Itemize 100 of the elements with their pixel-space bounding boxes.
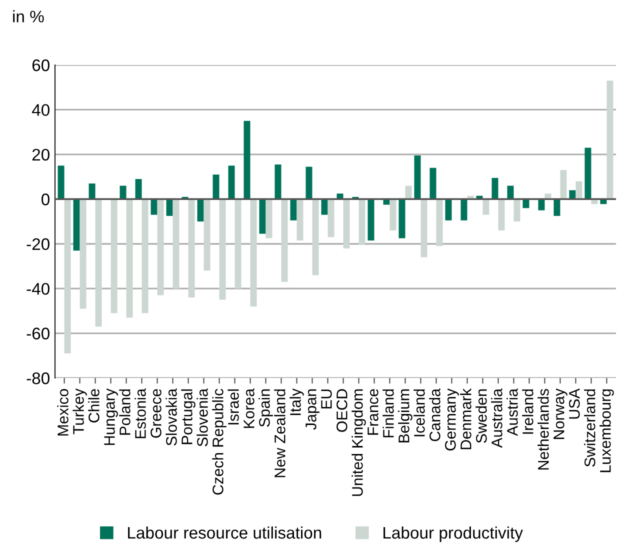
y-tick-label: 0 bbox=[42, 194, 50, 206]
x-tick-label: Mexico bbox=[57, 389, 68, 436]
bar bbox=[212, 174, 220, 200]
bar bbox=[358, 199, 366, 245]
x-tick-label: France bbox=[368, 389, 378, 435]
bar bbox=[244, 120, 250, 200]
x-tick-label: Austria bbox=[506, 388, 518, 436]
x-tick-label: Netherlands bbox=[538, 388, 549, 470]
x-tick-label: Sweden bbox=[476, 389, 487, 443]
bar bbox=[228, 166, 235, 200]
y-tick-label: 60 bbox=[32, 59, 50, 72]
x-tick-label: Estonia bbox=[134, 388, 146, 438]
x-tick-label: Poland bbox=[119, 389, 130, 435]
bar bbox=[390, 199, 396, 230]
bar bbox=[445, 199, 452, 220]
bar bbox=[166, 199, 173, 216]
x-tick-label: Greece bbox=[150, 389, 162, 438]
bar bbox=[135, 179, 142, 200]
x-tick-label: Iceland bbox=[414, 389, 425, 436]
bar bbox=[343, 199, 350, 248]
x-tick-label: Luxembourg bbox=[600, 389, 614, 472]
bar bbox=[507, 186, 514, 200]
bar bbox=[584, 148, 592, 200]
y-tick-label: -60 bbox=[26, 328, 50, 340]
x-tick-label: Belgium bbox=[398, 389, 412, 442]
legend-label: Labour productivity bbox=[384, 526, 523, 542]
bar bbox=[266, 199, 272, 238]
y-tick-label: -40 bbox=[26, 282, 50, 295]
x-tick-label: EU bbox=[321, 390, 332, 408]
x-tick-label: Australia bbox=[491, 388, 502, 448]
bar bbox=[219, 199, 226, 300]
x-tick-label: Czech Republic bbox=[212, 388, 226, 495]
bar bbox=[460, 199, 468, 220]
y-tick-label: 20 bbox=[32, 148, 50, 161]
x-tick-label: Portugal bbox=[181, 389, 196, 444]
x-tick-label: Finland bbox=[382, 389, 394, 438]
x-tick-label: Slovenia bbox=[196, 388, 208, 446]
bar bbox=[142, 199, 148, 314]
bar bbox=[120, 186, 126, 200]
bar bbox=[328, 199, 334, 238]
bar bbox=[368, 199, 374, 241]
x-tick-label: United Kingdom bbox=[352, 389, 366, 496]
x-tick-label: OECD bbox=[336, 389, 348, 432]
bar bbox=[274, 164, 282, 200]
bar bbox=[58, 166, 64, 200]
bar bbox=[321, 199, 328, 215]
x-tick-label: Ireland bbox=[522, 389, 534, 434]
bar bbox=[414, 156, 421, 200]
y-axis-title: in % bbox=[13, 10, 44, 22]
bar bbox=[554, 199, 560, 216]
x-tick-label: Spain bbox=[258, 389, 273, 427]
bar bbox=[482, 199, 490, 215]
bar bbox=[405, 186, 412, 200]
bar bbox=[64, 199, 71, 354]
legend-label: Labour resource utilisation bbox=[128, 526, 322, 539]
bar bbox=[110, 199, 118, 314]
x-tick-label: Canada bbox=[429, 388, 440, 442]
bar bbox=[312, 199, 319, 276]
bar bbox=[290, 199, 297, 220]
bar bbox=[306, 166, 312, 200]
bar bbox=[188, 199, 195, 298]
bar bbox=[80, 199, 86, 309]
x-tick-label: Denmark bbox=[460, 388, 472, 450]
x-tick-label: Slovakia bbox=[166, 388, 177, 446]
y-tick-label: -80 bbox=[26, 372, 50, 384]
bar bbox=[197, 199, 204, 222]
bar bbox=[398, 199, 406, 238]
bar bbox=[430, 168, 436, 200]
bar bbox=[281, 199, 288, 282]
bar bbox=[73, 199, 80, 251]
x-tick-label: Chile bbox=[88, 389, 100, 422]
x-tick-label: Korea bbox=[244, 388, 254, 428]
bar bbox=[560, 170, 567, 200]
x-tick-label: Japan bbox=[306, 389, 320, 430]
y-tick-label: -20 bbox=[26, 238, 50, 250]
x-tick-label: New Zealand bbox=[274, 389, 286, 478]
bar bbox=[576, 181, 582, 200]
bar bbox=[606, 80, 614, 200]
x-tick-label: Italy bbox=[290, 388, 304, 416]
bar bbox=[420, 199, 428, 258]
bar bbox=[259, 199, 266, 234]
bar bbox=[492, 178, 498, 200]
bar bbox=[569, 190, 576, 200]
x-tick-label: Hungary bbox=[104, 388, 118, 445]
bar bbox=[296, 199, 304, 241]
x-tick-label: Turkey bbox=[72, 388, 87, 434]
bar bbox=[204, 199, 210, 271]
bar bbox=[126, 199, 133, 318]
bar bbox=[538, 199, 545, 210]
bar bbox=[172, 199, 180, 289]
x-tick-label: Germany bbox=[445, 388, 459, 450]
bar bbox=[250, 199, 257, 306]
x-tick-label: Switzerland bbox=[584, 389, 596, 467]
bar bbox=[157, 199, 164, 296]
bar bbox=[514, 199, 520, 222]
x-tick-label: Israel bbox=[228, 389, 239, 424]
bar bbox=[498, 199, 505, 230]
bar bbox=[95, 199, 102, 327]
x-tick-label: USA bbox=[568, 388, 580, 419]
bar bbox=[150, 199, 158, 215]
